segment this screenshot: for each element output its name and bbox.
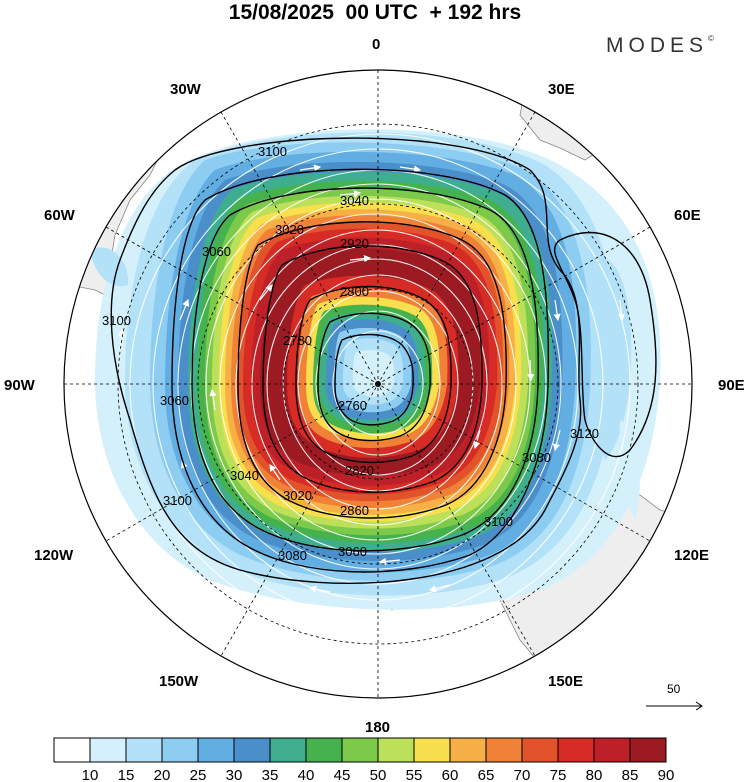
contour-label: 3040 — [340, 193, 369, 208]
contour-label: 3060 — [202, 244, 231, 259]
wind-core-10 — [353, 349, 395, 397]
colorbar-tick-label: 15 — [118, 767, 135, 782]
colorbar-tick-label: 55 — [406, 767, 423, 782]
colorbar-box — [377, 737, 415, 763]
lon-label-150w: 150W — [159, 673, 199, 690]
contour-label: 2800 — [340, 284, 369, 299]
longitude-labels: 0 30E 60E 90E 120E 150E 180 150W 120W 90… — [4, 36, 745, 735]
colorbar-tick-label: 90 — [658, 767, 675, 782]
polar-map: 3100 3040 3020 3060 2920 2800 2780 2760 … — [4, 36, 745, 735]
contour-label: 3120 — [570, 426, 599, 441]
colorbar-tick-label: 60 — [442, 767, 459, 782]
map-title: 15/08/2025 00 UTC + 192 hrs — [228, 1, 522, 24]
colorbar-box — [521, 737, 559, 763]
lon-label-60e: 60E — [674, 207, 701, 224]
contour-label: 3080 — [278, 548, 307, 563]
colorbar-box — [557, 737, 595, 763]
colorbar-box — [305, 737, 343, 763]
colorbar-ticks: 10 15 20 25 30 35 40 45 50 55 60 65 70 75 80 85 90 — [82, 767, 675, 782]
colorbar-tick-label: 20 — [154, 767, 171, 782]
reference-vector-label: 50 — [667, 683, 681, 696]
contour-label: 3080 — [522, 450, 551, 465]
reference-arrowhead-icon — [695, 701, 703, 711]
colorbar-tick-label: 45 — [334, 767, 351, 782]
contour-labels: 3100 3040 3020 3060 2920 2800 2780 2760 … — [102, 144, 599, 563]
colorbar-tick-label: 85 — [622, 767, 639, 782]
colorbar-tick-label: 75 — [550, 767, 567, 782]
contour-label: 3040 — [230, 468, 259, 483]
contour-label: 2780 — [283, 333, 312, 348]
contour-label: 2920 — [340, 236, 369, 251]
contour-label: 3100 — [484, 514, 513, 529]
lon-label-120e: 120E — [674, 547, 709, 564]
height-contours — [110, 137, 657, 584]
map-border — [63, 69, 693, 699]
colorbar-tick-label: 40 — [298, 767, 315, 782]
contour-label: 3100 — [258, 144, 287, 159]
map-disk: 3100 3040 3020 3060 2920 2800 2780 2760 … — [64, 70, 692, 698]
colorbar-box — [413, 737, 451, 763]
lon-label-0: 0 — [372, 36, 380, 53]
colorbar: 10 15 20 25 30 35 40 45 50 55 60 65 70 75 80 85 90 — [53, 737, 675, 782]
south-pole-dot — [375, 381, 381, 387]
contour-label: 3100 — [102, 313, 131, 328]
colorbar-tick-label: 50 — [370, 767, 387, 782]
lon-label-180: 180 — [365, 719, 390, 735]
contour-label: 3020 — [283, 488, 312, 503]
colorbar-box — [89, 737, 127, 763]
colorbar-box — [53, 737, 91, 763]
contour-label: 3060 — [338, 544, 367, 559]
colorbar-box — [197, 737, 235, 763]
contour-label: 2760 — [338, 398, 367, 413]
colorbar-box — [125, 737, 163, 763]
brand-logo: MODES© — [606, 34, 714, 58]
wind-patch — [619, 420, 640, 520]
colorbar-box — [161, 737, 199, 763]
colorbar-tick-label: 10 — [82, 767, 99, 782]
colorbar-box — [233, 737, 271, 763]
contour-label: 2820 — [345, 463, 374, 478]
contour-label: 3020 — [275, 222, 304, 237]
copyright-mark: © — [708, 34, 714, 43]
colorbar-box — [485, 737, 523, 763]
contour-label: 3100 — [163, 493, 192, 508]
colorbar-tick-label: 65 — [478, 767, 495, 782]
contour-label: 3060 — [160, 393, 189, 408]
lon-label-60w: 60W — [44, 207, 76, 224]
colorbar-box — [593, 737, 631, 763]
colorbar-tick-label: 25 — [190, 767, 207, 782]
lon-label-90e: 90E — [718, 377, 745, 394]
colorbar-tick-label: 80 — [586, 767, 603, 782]
colorbar-tick-label: 35 — [262, 767, 279, 782]
brand-name: MODES — [606, 34, 709, 57]
reference-vector: 50 — [646, 683, 703, 711]
contour-label: 2860 — [340, 503, 369, 518]
colorbar-box — [341, 737, 379, 763]
lon-label-30w: 30W — [170, 81, 202, 98]
lon-label-90w: 90W — [4, 377, 36, 394]
colorbar-tick-label: 30 — [226, 767, 243, 782]
colorbar-box — [269, 737, 307, 763]
lon-label-30e: 30E — [548, 81, 575, 98]
lon-label-150e: 150E — [548, 673, 583, 690]
lon-label-120w: 120W — [34, 547, 74, 564]
colorbar-box — [449, 737, 487, 763]
colorbar-box — [629, 737, 667, 763]
colorbar-boxes — [53, 737, 667, 763]
wind-patch — [90, 247, 129, 287]
colorbar-tick-label: 70 — [514, 767, 531, 782]
